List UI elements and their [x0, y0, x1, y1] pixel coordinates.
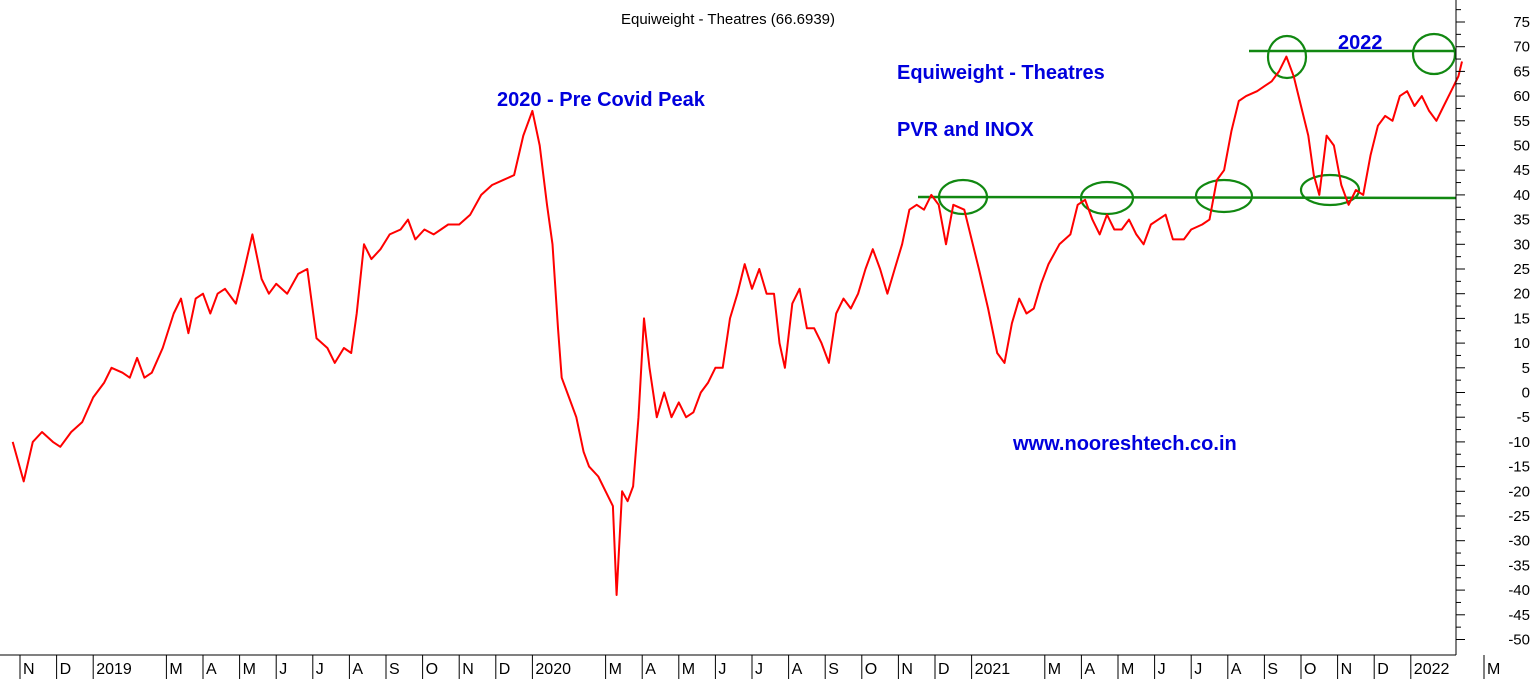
x-tick-label: M [682, 661, 695, 678]
y-tick-label: 20 [1513, 286, 1530, 303]
x-tick-label: O [426, 661, 438, 678]
y-tick-label: 15 [1513, 310, 1530, 327]
y-tick-label: -50 [1508, 632, 1530, 649]
chart-title: Equiweight - Theatres (66.6939) [621, 11, 835, 28]
x-tick-label: J [755, 661, 763, 678]
x-tick-label: J [718, 661, 726, 678]
x-axis: N D 2019 M A M J J A S O N D 2020 M A M J J A S O N D 2021 M A M J J A… [19, 655, 1500, 679]
support-line [917, 195, 1457, 200]
y-tick-label: 35 [1513, 212, 1530, 229]
y-tick-label: -15 [1508, 459, 1530, 476]
y-tick-label: 30 [1513, 236, 1530, 253]
y-tick-label: 50 [1513, 138, 1530, 155]
y-tick-label: 40 [1513, 187, 1530, 204]
y-tick-label: 45 [1513, 162, 1530, 179]
highlight-circle [1194, 178, 1254, 214]
x-tick-label: D [1377, 661, 1389, 678]
x-tick-label: N [901, 661, 913, 678]
x-tick-label: S [828, 661, 839, 678]
annotation-website: www.nooreshtech.co.in [1012, 433, 1237, 455]
x-tick-label: A [206, 661, 217, 678]
y-tick-label: 5 [1522, 360, 1530, 377]
x-tick-label: 2019 [96, 661, 132, 678]
x-tick-label: J [279, 661, 287, 678]
x-tick-label: S [1267, 661, 1278, 678]
x-tick-label: A [792, 661, 803, 678]
x-tick-label: J [316, 661, 324, 678]
y-tick-label: -20 [1508, 483, 1530, 500]
x-tick-label: M [169, 661, 182, 678]
x-tick-label: A [352, 661, 363, 678]
x-tick-label: J [1158, 661, 1166, 678]
x-tick-label: M [1487, 661, 1500, 678]
x-tick-label: A [1231, 661, 1242, 678]
x-tick-label: D [938, 661, 950, 678]
x-tick-label: J [1194, 661, 1202, 678]
x-tick-label: M [609, 661, 622, 678]
y-tick-label: 10 [1513, 335, 1530, 352]
x-tick-label: M [1121, 661, 1134, 678]
y-tick-label: -45 [1508, 607, 1530, 624]
x-tick-label: A [645, 661, 656, 678]
x-tick-label: N [462, 661, 474, 678]
highlight-circle [1411, 32, 1457, 76]
y-tick-label: -35 [1508, 557, 1530, 574]
x-tick-label: 2021 [975, 661, 1011, 678]
annotation-2022: 2022 [1338, 32, 1383, 54]
annotation-title: Equiweight - Theatres [897, 62, 1105, 84]
highlight-circle [1266, 34, 1308, 80]
x-tick-label: D [499, 661, 511, 678]
y-tick-label: -10 [1508, 434, 1530, 451]
highlight-circle [1299, 173, 1361, 207]
y-tick-label: 25 [1513, 261, 1530, 278]
x-tick-label: N [23, 661, 35, 678]
x-tick-label: S [389, 661, 400, 678]
x-tick-label: O [1304, 661, 1316, 678]
y-tick-label: 75 [1513, 14, 1530, 31]
x-tick-label: O [865, 661, 877, 678]
y-tick-label: -30 [1508, 533, 1530, 550]
x-tick-label: 2022 [1414, 661, 1450, 678]
y-tick-label: 60 [1513, 88, 1530, 105]
highlight-circle [937, 178, 989, 216]
x-tick-label: 2020 [535, 661, 571, 678]
y-tick-label: 65 [1513, 63, 1530, 80]
y-tick-label: 0 [1522, 385, 1530, 402]
x-tick-label: A [1084, 661, 1095, 678]
x-tick-label: M [243, 661, 256, 678]
y-tick-label: -5 [1517, 409, 1530, 426]
series-line [11, 55, 1463, 596]
y-axis: 757065605550454035302520151050-5-10-15-2… [1456, 9, 1530, 649]
y-tick-label: -25 [1508, 508, 1530, 525]
x-tick-label: N [1341, 661, 1353, 678]
y-tick-label: -40 [1508, 582, 1530, 599]
annotation-peak: 2020 - Pre Covid Peak [497, 89, 706, 111]
annotation-subtitle: PVR and INOX [897, 119, 1034, 141]
y-tick-label: 70 [1513, 39, 1530, 56]
x-tick-label: M [1048, 661, 1061, 678]
y-tick-label: 55 [1513, 113, 1530, 130]
x-tick-label: D [60, 661, 72, 678]
